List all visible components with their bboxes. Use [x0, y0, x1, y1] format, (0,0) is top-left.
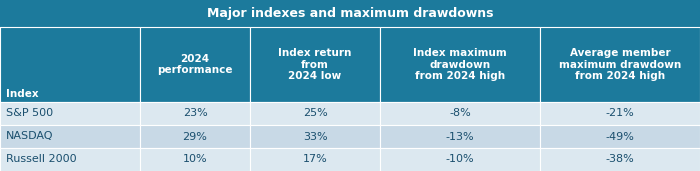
Bar [250, 148, 380, 171]
Text: -10%: -10% [446, 155, 475, 165]
Text: 2024
performance: 2024 performance [158, 54, 232, 75]
Bar [0, 27, 140, 102]
Bar [380, 125, 540, 148]
Bar [540, 102, 700, 125]
Bar [380, 27, 540, 102]
Text: Average member
maximum drawdown
from 2024 high: Average member maximum drawdown from 202… [559, 48, 681, 81]
Text: 33%: 33% [302, 131, 328, 141]
Bar [250, 102, 380, 125]
Text: -49%: -49% [606, 131, 634, 141]
Text: Russell 2000: Russell 2000 [6, 155, 76, 165]
Bar [140, 148, 250, 171]
Text: 17%: 17% [302, 155, 328, 165]
Bar [0, 0, 700, 27]
Bar [540, 125, 700, 148]
Text: NASDAQ: NASDAQ [6, 131, 53, 141]
Text: 10%: 10% [183, 155, 207, 165]
Text: 29%: 29% [183, 131, 207, 141]
Text: S&P 500: S&P 500 [6, 109, 53, 119]
Bar [540, 148, 700, 171]
Bar [140, 125, 250, 148]
Text: -38%: -38% [606, 155, 634, 165]
Bar [250, 125, 380, 148]
Text: Index return
from
2024 low: Index return from 2024 low [279, 48, 351, 81]
Bar [380, 148, 540, 171]
Bar [140, 27, 250, 102]
Text: 25%: 25% [302, 109, 328, 119]
Bar [0, 102, 140, 125]
Bar [250, 27, 380, 102]
Text: -21%: -21% [606, 109, 634, 119]
Bar [0, 125, 140, 148]
Text: 23%: 23% [183, 109, 207, 119]
Text: -8%: -8% [449, 109, 471, 119]
Text: Index: Index [6, 89, 38, 99]
Bar [380, 102, 540, 125]
Bar [540, 27, 700, 102]
Text: Major indexes and maximum drawdowns: Major indexes and maximum drawdowns [206, 7, 494, 20]
Bar [0, 148, 140, 171]
Bar [140, 102, 250, 125]
Text: -13%: -13% [446, 131, 475, 141]
Text: Index maximum
drawdown
from 2024 high: Index maximum drawdown from 2024 high [413, 48, 507, 81]
